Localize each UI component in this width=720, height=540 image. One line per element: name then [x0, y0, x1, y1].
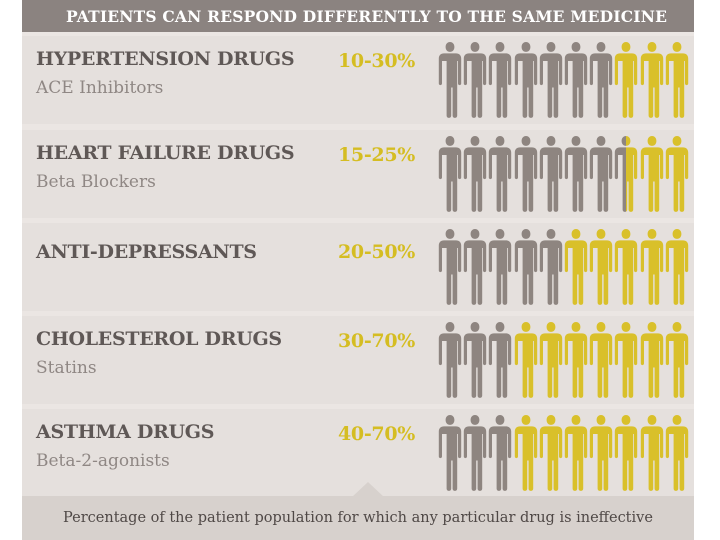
person-icon — [438, 42, 462, 118]
person-icon — [589, 42, 613, 118]
person-icon — [489, 322, 512, 398]
drug-row: ASTHMA DRUGS Beta-2-agonists 40-70% — [22, 409, 694, 497]
person-icon — [665, 229, 688, 305]
person-icon — [615, 136, 638, 212]
drug-class-title: HEART FAILURE DRUGS — [36, 142, 295, 164]
person-icon — [665, 322, 688, 398]
drug-class-title: HYPERTENSION DRUGS — [36, 48, 295, 70]
person-icon-group — [438, 41, 690, 123]
person-icon — [489, 136, 512, 212]
drug-class-title: CHOLESTEROL DRUGS — [36, 328, 282, 350]
person-icon — [463, 229, 487, 305]
person-icon — [615, 42, 638, 118]
person-icon — [463, 42, 487, 118]
person-icon — [514, 136, 537, 212]
person-icon — [564, 415, 588, 491]
ineffective-range-label: 20-50% — [338, 241, 416, 263]
person-icon — [640, 136, 663, 212]
person-icon — [564, 229, 588, 305]
chart-caption: Percentage of the patient population for… — [63, 510, 653, 526]
ineffective-range-label: 40-70% — [338, 423, 416, 445]
person-icon — [539, 42, 562, 118]
person-icon — [589, 229, 613, 305]
ineffective-range-label: 30-70% — [338, 330, 416, 352]
drug-name-subtitle: Beta-2-agonists — [36, 451, 170, 471]
person-icon — [514, 322, 537, 398]
person-icon — [463, 136, 487, 212]
person-icon — [539, 229, 562, 305]
caption-pointer — [352, 482, 384, 497]
person-icon — [514, 229, 537, 305]
person-icon — [489, 415, 512, 491]
person-icon — [438, 136, 462, 212]
drug-row: ANTI-DEPRESSANTS 20-50% — [22, 223, 694, 311]
ineffective-range-label: 15-25% — [338, 144, 416, 166]
person-icon — [615, 322, 638, 398]
person-icon-group — [438, 228, 690, 310]
person-icon-group — [438, 135, 690, 217]
person-icon — [564, 322, 588, 398]
person-icon — [438, 229, 462, 305]
person-icon — [539, 136, 562, 212]
person-icon — [438, 415, 462, 491]
chart-title: PATIENTS CAN RESPOND DIFFERENTLY TO THE … — [22, 0, 694, 32]
drug-class-title: ASTHMA DRUGS — [36, 421, 215, 443]
person-icon — [665, 42, 688, 118]
person-icon — [489, 229, 512, 305]
person-icon — [589, 322, 613, 398]
person-icon — [615, 415, 638, 491]
drug-row: CHOLESTEROL DRUGS Statins 30-70% — [22, 316, 694, 404]
person-icon — [463, 322, 487, 398]
person-icon — [514, 42, 537, 118]
drug-row: HYPERTENSION DRUGS ACE Inhibitors 10-30% — [22, 36, 694, 124]
person-icon — [640, 322, 663, 398]
person-icon — [665, 136, 688, 212]
caption-bar: Percentage of the patient population for… — [22, 496, 694, 540]
person-icon — [640, 229, 663, 305]
person-icon — [615, 229, 638, 305]
person-icon — [665, 415, 688, 491]
person-icon — [640, 42, 663, 118]
person-icon — [539, 322, 562, 398]
drug-name-subtitle: Statins — [36, 358, 97, 378]
person-icon — [564, 136, 588, 212]
person-icon — [489, 42, 512, 118]
person-icon — [589, 136, 613, 212]
drug-row: HEART FAILURE DRUGS Beta Blockers 15-25% — [22, 130, 694, 218]
drug-name-subtitle: ACE Inhibitors — [36, 78, 164, 98]
person-icon — [640, 415, 663, 491]
ineffective-range-label: 10-30% — [338, 50, 416, 72]
person-icon-group — [438, 321, 690, 403]
person-icon — [564, 42, 588, 118]
drug-class-title: ANTI-DEPRESSANTS — [36, 241, 257, 263]
person-icon — [589, 415, 613, 491]
person-icon — [438, 322, 462, 398]
person-icon — [539, 415, 562, 491]
person-icon — [463, 415, 487, 491]
drug-name-subtitle: Beta Blockers — [36, 172, 156, 192]
person-icon — [514, 415, 537, 491]
person-icon-group — [438, 414, 690, 496]
